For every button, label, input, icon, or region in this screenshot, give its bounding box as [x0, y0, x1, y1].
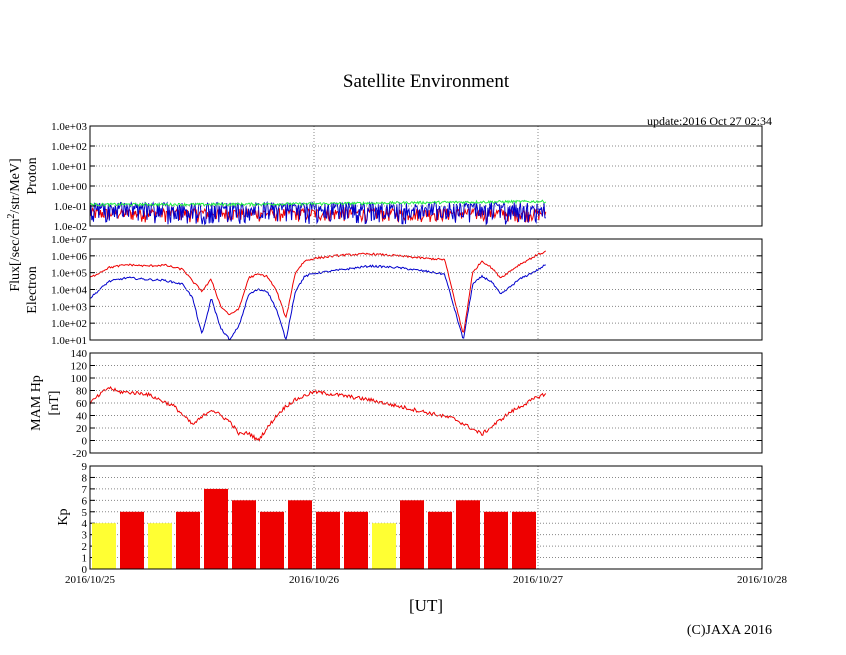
mam-hp-y-tick-label: 0 [82, 436, 88, 448]
flux-axis-label: Flux[/sec/cm2/str/MeV] [6, 158, 24, 291]
x-tick-label: 2016/10/27 [513, 574, 564, 586]
mam-hp-y-unit: [nT] [47, 391, 62, 416]
kp-y-label: Kp [56, 508, 71, 525]
flux-label-suffix: /str/MeV] [8, 158, 23, 213]
kp-y-tick-label: 7 [82, 484, 88, 496]
kp-bar [512, 511, 536, 569]
electron-y-label: Electron [25, 266, 40, 313]
mam-hp-y-tick-label: 20 [76, 423, 88, 435]
proton-frame [89, 125, 763, 227]
kp-y-tick-label: 8 [82, 472, 88, 484]
flux-label-sup: 2 [6, 214, 17, 219]
electron-frame [89, 238, 763, 341]
proton-y-tick-label: 1.0e+01 [51, 161, 87, 173]
kp-bar [288, 500, 312, 569]
kp-frame [89, 465, 763, 570]
kp-y-tick-label: 2 [82, 541, 88, 553]
chart-title: Satellite Environment [343, 71, 510, 92]
proton-y-tick-label: 1.0e+00 [51, 181, 87, 193]
copyright: (C)JAXA 2016 [687, 623, 772, 638]
mam-hp-y-tick-label: 140 [71, 348, 88, 360]
mam-hp-y-label: MAM Hp [29, 375, 44, 431]
electron-y-tick-label: 1.0e+04 [51, 285, 87, 297]
proton-y-tick-label: 1.0e+03 [51, 121, 87, 133]
mam-hp-y-tick-label: 60 [76, 398, 88, 410]
kp-bar [372, 523, 396, 569]
kp-bar [400, 500, 424, 569]
mam-hp-y-tick-label: 80 [76, 386, 88, 398]
kp-y-tick-label: 5 [82, 507, 88, 519]
electron-y-tick-label: 1.0e+01 [51, 335, 87, 347]
kp-y-tick-label: 3 [82, 530, 88, 542]
kp-y-tick-label: 0 [82, 564, 88, 576]
electron-series-blue [89, 264, 546, 341]
proton-panel: 1.0e-02 1.0e-01 1.0e+00 1.0e+01 1.0e+02 1.0e+… [25, 121, 763, 233]
kp-bar [232, 500, 256, 569]
mam-hp-y-tick-label: 40 [76, 411, 88, 423]
x-tick-label: 2016/10/26 [289, 574, 340, 586]
proton-y-tick-label: 1.0e-02 [54, 221, 87, 233]
x-axis-label: [UT] [409, 596, 443, 615]
kp-bar [92, 523, 116, 569]
kp-bar [204, 488, 228, 569]
electron-y-tick-label: 1.0e+03 [51, 301, 87, 313]
proton-series-green [89, 199, 547, 208]
mam-hp-frame [89, 352, 763, 454]
mam-hp-y-tick-label: 100 [71, 373, 88, 385]
proton-y-label: Proton [25, 157, 40, 194]
x-tick-label: 2016/10/25 [65, 574, 116, 586]
proton-y-tick-label: 1.0e-01 [54, 201, 87, 213]
electron-y-tick-label: 1.0e+06 [51, 251, 87, 263]
proton-y-tick-label: 1.0e+02 [51, 141, 87, 153]
electron-panel: 1.0e+01 1.0e+02 1.0e+03 1.0e+04 1.0e+05 1.0e+… [25, 234, 763, 347]
kp-bar [344, 511, 368, 569]
kp-bar [316, 511, 340, 569]
electron-y-tick-label: 1.0e+05 [51, 268, 87, 280]
kp-bar [176, 511, 200, 569]
kp-bar [428, 511, 452, 569]
kp-bar [120, 511, 144, 569]
electron-y-tick-label: 1.0e+07 [51, 234, 87, 246]
kp-y-tick-label: 9 [82, 461, 88, 473]
x-axis: 2016/10/25 2016/10/26 2016/10/27 2016/10/28 [65, 574, 788, 586]
mam-hp-series [89, 386, 547, 442]
mam-hp-y-tick-label: -20 [72, 448, 87, 460]
kp-y-tick-label: 4 [82, 518, 88, 530]
kp-bar [148, 523, 172, 569]
kp-y-tick-label: 1 [82, 553, 88, 565]
kp-bar [484, 511, 508, 569]
kp-bar [456, 500, 480, 569]
mam-hp-y-tick-label: 120 [71, 361, 88, 373]
x-tick-label: 2016/10/28 [737, 574, 788, 586]
flux-label-prefix: Flux[/sec/cm [8, 218, 23, 291]
kp-y-tick-label: 6 [82, 495, 88, 507]
kp-bar [260, 511, 284, 569]
electron-y-tick-label: 1.0e+02 [51, 318, 87, 330]
electron-series-red [89, 250, 547, 333]
update-timestamp: update:2016 Oct 27 02:34 [647, 114, 772, 128]
